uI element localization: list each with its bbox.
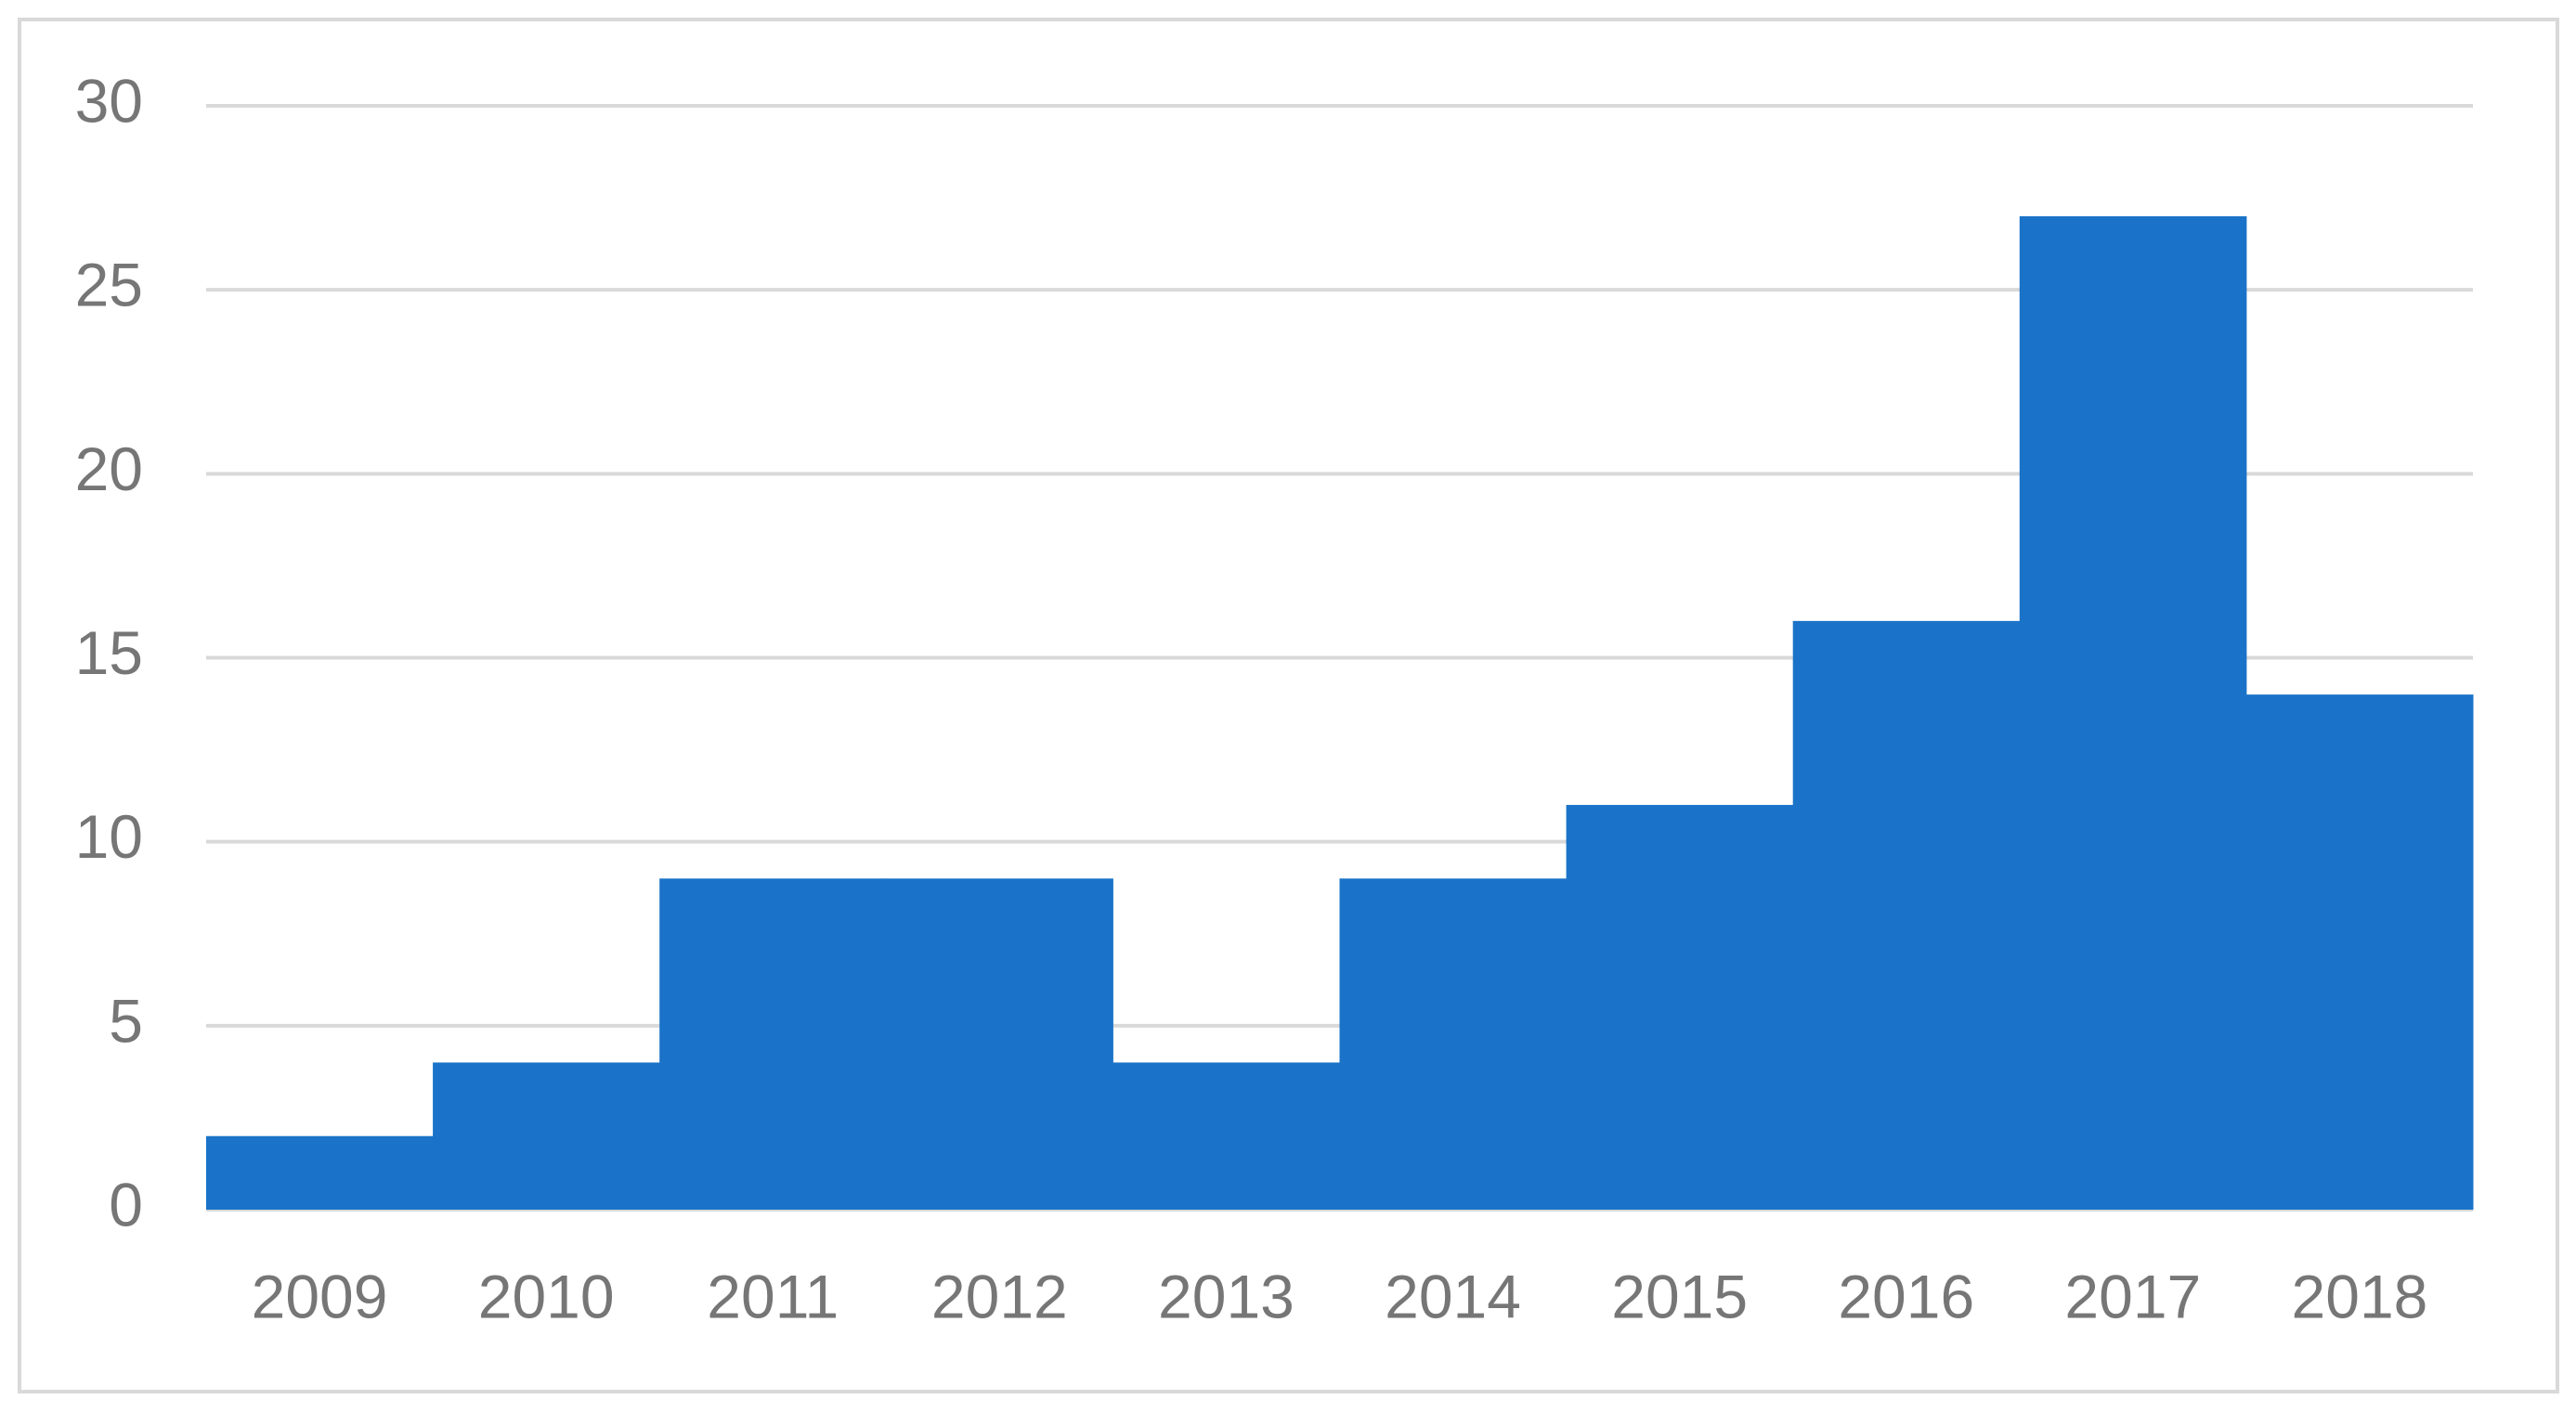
x-tick-label: 2013 — [1158, 1262, 1295, 1330]
x-tick-label: 2014 — [1385, 1262, 1521, 1330]
y-tick-label: 15 — [75, 618, 143, 687]
x-tick-label: 2012 — [931, 1262, 1068, 1330]
x-tick-label: 2017 — [2064, 1262, 2201, 1330]
bar — [2019, 215, 2247, 1210]
bar — [886, 878, 1113, 1210]
bar — [1339, 878, 1568, 1210]
x-tick-label: 2018 — [2292, 1262, 2428, 1330]
x-tick-label: 2015 — [1611, 1262, 1748, 1330]
y-tick-label: 10 — [75, 802, 143, 871]
bar — [659, 878, 887, 1210]
bar — [1566, 805, 1794, 1210]
x-tick-label: 2009 — [252, 1262, 388, 1330]
bar — [206, 1135, 434, 1210]
bar — [2245, 694, 2474, 1210]
bar — [1112, 1062, 1340, 1210]
bar — [433, 1062, 660, 1210]
y-tick-label: 25 — [75, 251, 143, 319]
y-tick-label: 5 — [109, 986, 143, 1055]
x-tick-label: 2011 — [707, 1262, 839, 1330]
y-tick-label: 30 — [75, 66, 143, 135]
y-tick-label: 0 — [109, 1170, 143, 1238]
x-tick-label: 2016 — [1838, 1262, 1974, 1330]
y-tick-label: 20 — [75, 434, 143, 503]
bar — [1792, 620, 2021, 1210]
x-tick-label: 2010 — [478, 1262, 615, 1330]
